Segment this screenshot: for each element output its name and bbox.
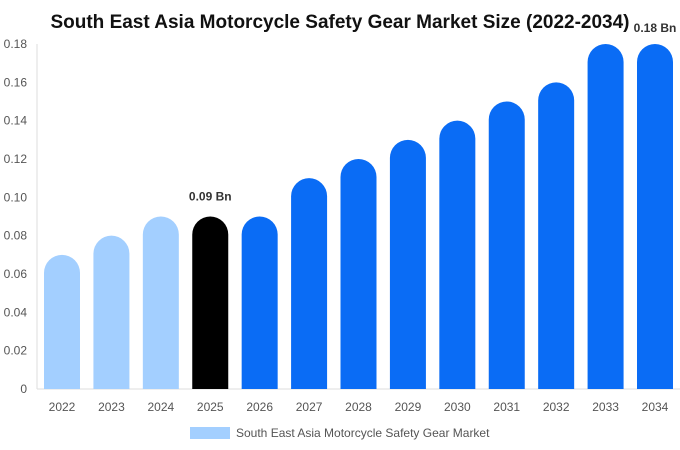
bar-2030	[439, 120, 476, 389]
x-tick-label: 2031	[493, 400, 520, 414]
y-tick-label: 0.02	[4, 344, 28, 358]
y-tick-label: 0.08	[4, 229, 28, 243]
bar-2027	[291, 178, 328, 389]
x-tick-label: 2026	[246, 400, 273, 414]
x-tick-label: 2034	[642, 400, 669, 414]
y-tick-label: 0.12	[4, 152, 28, 166]
bar-2025	[192, 216, 229, 389]
y-tick-label: 0.18	[4, 37, 28, 51]
bar-2029	[389, 139, 426, 389]
bar-2031	[488, 101, 525, 389]
y-axis: 0 0.02 0.04 0.06 0.08 0.10 0.12 0.14 0.16 0.18	[4, 37, 38, 396]
bar-2026	[241, 216, 278, 389]
x-tick-label: 2025	[197, 400, 224, 414]
bar-2024	[142, 216, 179, 389]
legend-label: South East Asia Motorcycle Safety Gear M…	[236, 426, 490, 440]
x-tick-label: 2027	[296, 400, 323, 414]
data-labels: 0.09 Bn 0.18 Bn	[189, 21, 676, 204]
y-tick-label: 0.10	[4, 190, 28, 204]
bar-2034	[637, 44, 673, 389]
y-tick-label: 0	[20, 382, 27, 396]
x-tick-label: 2024	[147, 400, 174, 414]
data-label-2034: 0.18 Bn	[634, 21, 677, 35]
data-label-2025: 0.09 Bn	[189, 190, 232, 204]
bar-2023	[93, 235, 130, 389]
x-axis: 2022 2023 2024 2025 2026 2027 2028 2029 2030 2031…	[37, 388, 680, 414]
x-tick-label: 2030	[444, 400, 471, 414]
x-tick-label: 2028	[345, 400, 372, 414]
x-tick-label: 2022	[49, 400, 76, 414]
bar-2028	[340, 159, 377, 389]
bar-2033	[587, 44, 624, 389]
x-tick-label: 2033	[592, 400, 619, 414]
x-tick-label: 2029	[395, 400, 422, 414]
legend-swatch	[190, 427, 230, 439]
y-tick-label: 0.16	[4, 75, 28, 89]
x-tick-label: 2023	[98, 400, 125, 414]
bars	[44, 44, 673, 389]
y-tick-label: 0.14	[4, 114, 28, 128]
chart-title: South East Asia Motorcycle Safety Gear M…	[50, 12, 629, 33]
bar-2022	[44, 254, 80, 389]
y-tick-label: 0.04	[4, 305, 28, 319]
y-tick-label: 0.06	[4, 267, 28, 281]
legend: South East Asia Motorcycle Safety Gear M…	[190, 426, 490, 440]
bar-2032	[538, 82, 575, 389]
x-tick-label: 2032	[543, 400, 570, 414]
